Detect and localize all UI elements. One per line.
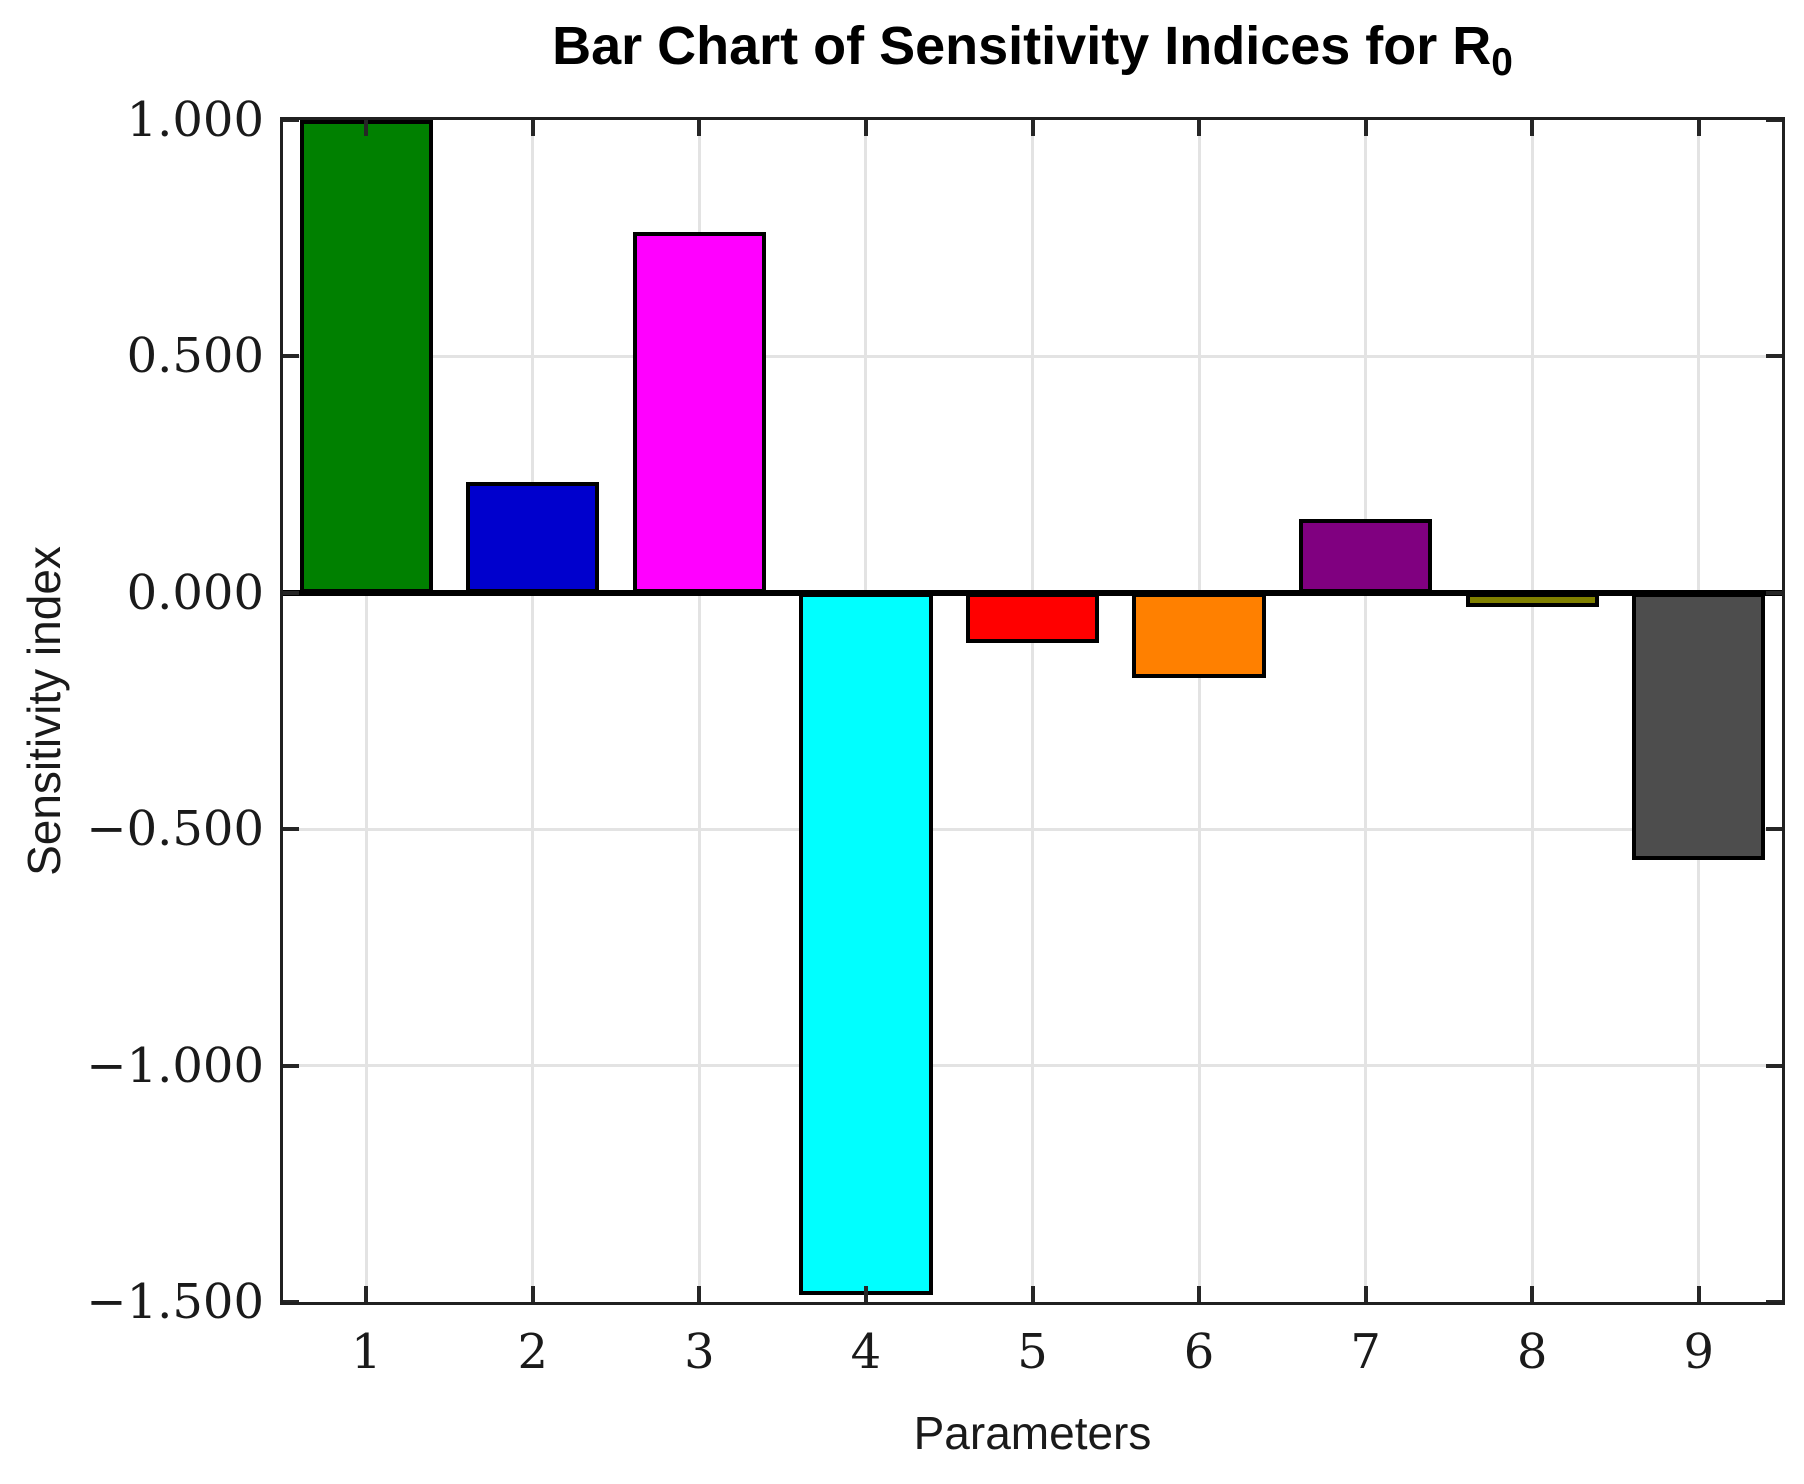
y-tick-mark-left	[283, 1300, 299, 1304]
x-tick-label: 2	[517, 1324, 549, 1380]
v-gridline	[1197, 120, 1201, 1302]
y-tick-label: −1.500	[86, 1274, 264, 1330]
y-tick-mark-left	[283, 118, 299, 122]
v-gridline	[1031, 120, 1034, 1302]
x-tick-label: 8	[1516, 1324, 1548, 1380]
bar	[799, 592, 933, 1296]
x-tick-mark-top	[364, 120, 369, 136]
x-axis-label: Parameters	[913, 1407, 1152, 1459]
bar	[632, 232, 766, 593]
y-tick-label: −0.500	[86, 801, 264, 858]
bar	[1132, 592, 1266, 678]
v-gridline	[531, 120, 535, 1302]
y-tick-mark-right	[1766, 590, 1782, 595]
y-tick-mark-left	[283, 590, 299, 595]
x-tick-mark-bottom	[1530, 1286, 1535, 1302]
plot-area	[280, 117, 1785, 1305]
v-gridline	[364, 120, 368, 1302]
y-tick-label: 0.500	[126, 328, 264, 385]
x-tick-mark-bottom	[863, 1286, 868, 1302]
y-tick-mark-right	[1766, 354, 1782, 359]
x-tick-mark-top	[530, 120, 535, 136]
chart-title-subscript: 0	[1491, 40, 1513, 84]
bar	[1465, 592, 1599, 607]
y-tick-mark-right	[1766, 1300, 1782, 1304]
x-tick-mark-bottom	[364, 1286, 369, 1302]
x-tick-mark-top	[1530, 120, 1535, 136]
x-tick-mark-bottom	[1030, 1286, 1035, 1302]
chart-title-main: Bar Chart of Sensitivity Indices for R	[552, 16, 1492, 76]
bar	[1298, 519, 1433, 593]
x-tick-label: 9	[1683, 1324, 1714, 1380]
x-tick-mark-top	[863, 120, 868, 136]
x-tick-mark-top	[1696, 120, 1701, 136]
x-tick-mark-top	[1197, 120, 1202, 136]
x-tick-mark-bottom	[697, 1286, 702, 1302]
v-gridline	[697, 120, 701, 1302]
x-tick-label: 4	[850, 1324, 882, 1380]
x-tick-mark-bottom	[1197, 1286, 1202, 1302]
x-tick-label: 1	[350, 1324, 382, 1380]
x-tick-mark-bottom	[1363, 1286, 1368, 1302]
x-tick-mark-top	[1030, 120, 1035, 136]
bar	[299, 120, 433, 593]
y-tick-mark-left	[283, 827, 299, 832]
x-tick-mark-top	[1363, 120, 1368, 136]
y-tick-mark-right	[1766, 827, 1782, 832]
y-tick-label: 1.000	[126, 92, 264, 148]
x-tick-mark-bottom	[1696, 1286, 1701, 1302]
bar	[965, 592, 1100, 643]
y-tick-mark-left	[283, 354, 299, 359]
bar	[466, 482, 600, 593]
x-tick-mark-top	[697, 120, 702, 136]
x-tick-label: 3	[684, 1324, 715, 1380]
y-tick-mark-right	[1766, 1063, 1782, 1068]
y-tick-label: 0.000	[126, 564, 264, 621]
x-tick-mark-bottom	[530, 1286, 535, 1302]
bar	[1632, 592, 1766, 860]
y-tick-mark-right	[1766, 118, 1782, 122]
v-gridline	[1530, 120, 1534, 1302]
y-tick-label: −1.000	[86, 1037, 264, 1094]
v-gridline	[1364, 120, 1368, 1302]
chart-title: Bar Chart of Sensitivity Indices for R0	[283, 6, 1782, 86]
x-tick-label: 5	[1017, 1324, 1048, 1380]
x-tick-label: 6	[1183, 1324, 1215, 1380]
y-tick-mark-left	[283, 1063, 299, 1068]
x-tick-label: 7	[1350, 1324, 1381, 1380]
